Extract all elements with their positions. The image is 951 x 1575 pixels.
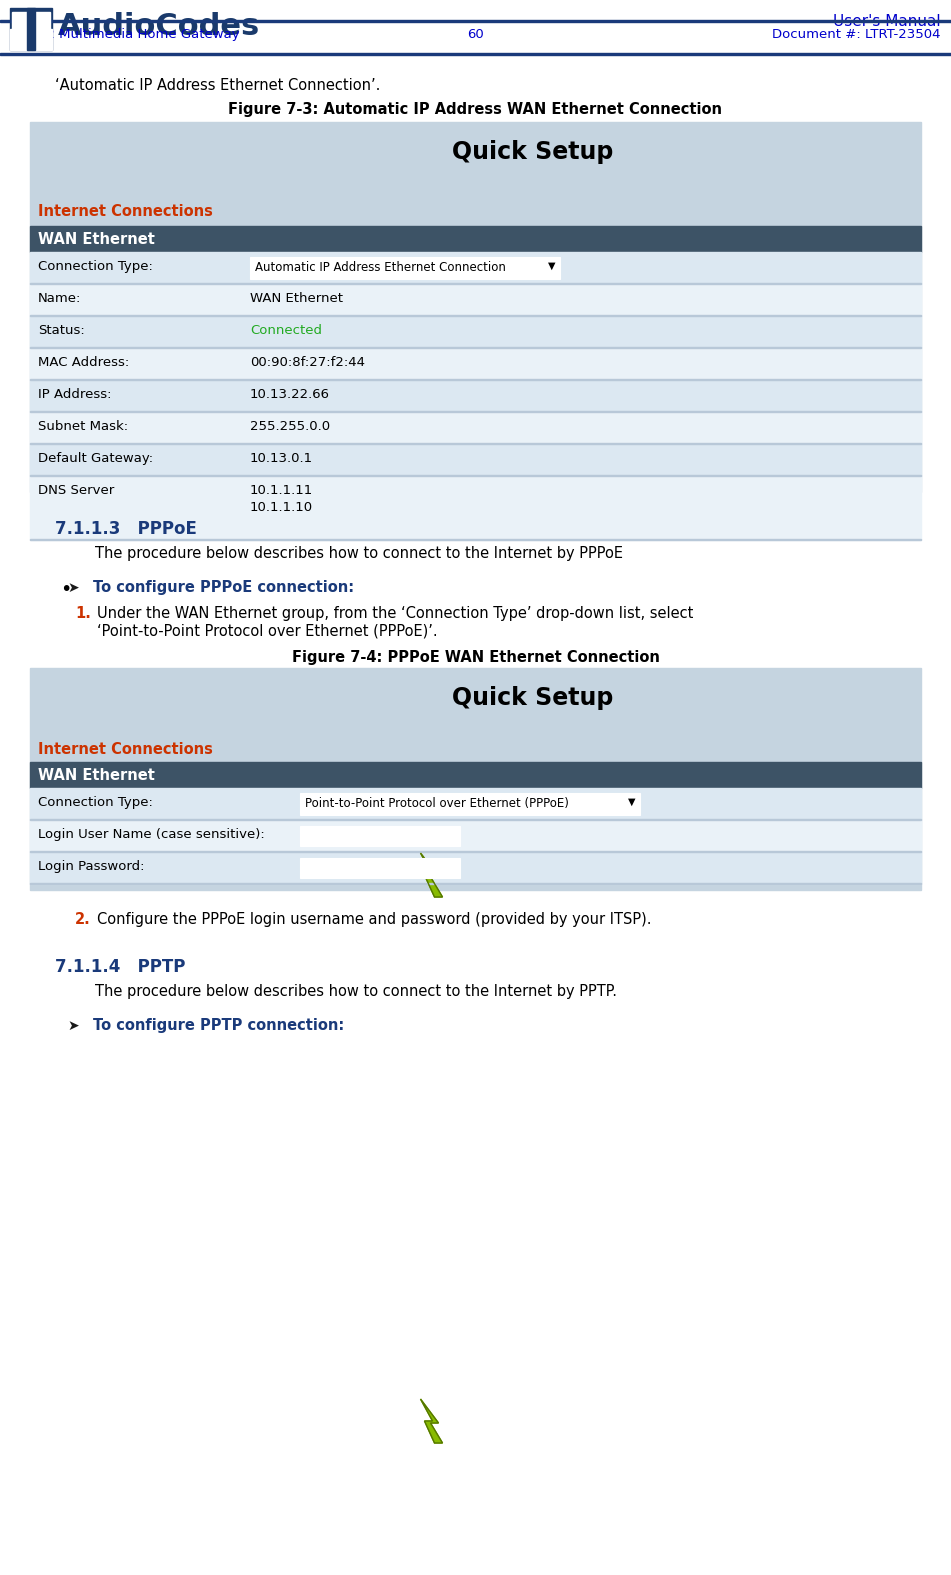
- Text: Figure 7-4: PPPoE WAN Ethernet Connection: Figure 7-4: PPPoE WAN Ethernet Connectio…: [292, 650, 659, 665]
- Text: Login User Name (case sensitive):: Login User Name (case sensitive):: [38, 828, 264, 841]
- Bar: [30, 821, 921, 852]
- Text: AudioCodes: AudioCodes: [58, 13, 261, 41]
- Polygon shape: [420, 1399, 442, 1443]
- Text: 1.: 1.: [75, 606, 91, 621]
- Bar: [10, 8, 52, 50]
- Text: MAC Address:: MAC Address:: [38, 356, 129, 369]
- Text: WAN Ethernet: WAN Ethernet: [38, 232, 155, 247]
- Text: The procedure below describes how to connect to the Internet by PPTP.: The procedure below describes how to con…: [95, 984, 617, 999]
- Text: Quick Setup: Quick Setup: [453, 140, 614, 164]
- Text: 60: 60: [467, 28, 484, 41]
- Bar: [250, 257, 560, 279]
- Text: WAN Ethernet: WAN Ethernet: [38, 769, 155, 783]
- Text: Point-to-Point Protocol over Ethernet (PPPoE): Point-to-Point Protocol over Ethernet (P…: [305, 797, 569, 810]
- Text: •: •: [60, 580, 71, 598]
- Bar: [33, 28, 52, 50]
- Text: IP Address:: IP Address:: [38, 387, 111, 402]
- Text: ▼: ▼: [628, 797, 635, 806]
- Text: To configure PPTP connection:: To configure PPTP connection:: [93, 1017, 344, 1033]
- Text: 7.1.1.4   PPTP: 7.1.1.4 PPTP: [55, 958, 185, 976]
- Bar: [12, 13, 50, 32]
- Text: Connection Type:: Connection Type:: [38, 260, 153, 272]
- Text: ➤: ➤: [67, 581, 79, 595]
- Bar: [300, 825, 460, 846]
- Text: To configure PPPoE connection:: To configure PPPoE connection:: [93, 580, 354, 595]
- Bar: [30, 788, 921, 821]
- Bar: [30, 762, 921, 788]
- Bar: [30, 380, 921, 413]
- Bar: [27, 8, 35, 50]
- Text: 255.255.0.0: 255.255.0.0: [250, 421, 330, 433]
- Text: The procedure below describes how to connect to the Internet by PPPoE: The procedure below describes how to con…: [95, 547, 623, 561]
- Bar: [0, 54, 951, 55]
- Polygon shape: [420, 854, 442, 898]
- Text: ▼: ▼: [548, 261, 555, 271]
- Text: ‘Point-to-Point Protocol over Ethernet (PPPoE)’.: ‘Point-to-Point Protocol over Ethernet (…: [97, 624, 437, 639]
- Bar: [30, 317, 921, 348]
- Text: Status:: Status:: [38, 324, 85, 337]
- Bar: [30, 852, 921, 884]
- Text: MP252 Multimedia Home Gateway: MP252 Multimedia Home Gateway: [10, 28, 240, 41]
- Text: ‘Automatic IP Address Ethernet Connection’.: ‘Automatic IP Address Ethernet Connectio…: [55, 79, 380, 93]
- Text: Default Gateway:: Default Gateway:: [38, 452, 153, 465]
- Text: Configure the PPPoE login username and password (provided by your ITSP).: Configure the PPPoE login username and p…: [97, 912, 651, 928]
- Text: Figure 7-3: Automatic IP Address WAN Ethernet Connection: Figure 7-3: Automatic IP Address WAN Eth…: [228, 102, 723, 117]
- Text: Connection Type:: Connection Type:: [38, 795, 153, 810]
- Text: Automatic IP Address Ethernet Connection: Automatic IP Address Ethernet Connection: [255, 261, 506, 274]
- Text: DNS Server: DNS Server: [38, 484, 114, 498]
- Text: Internet Connections: Internet Connections: [38, 742, 213, 758]
- Text: 00:90:8f:27:f2:44: 00:90:8f:27:f2:44: [250, 356, 365, 369]
- Text: WAN Ethernet: WAN Ethernet: [250, 291, 343, 306]
- Bar: [0, 20, 951, 22]
- Text: Name:: Name:: [38, 291, 82, 306]
- Text: Login Password:: Login Password:: [38, 860, 145, 873]
- Text: Connected: Connected: [250, 324, 322, 337]
- Bar: [30, 476, 921, 540]
- Text: Under the WAN Ethernet group, from the ‘Connection Type’ drop-down list, select: Under the WAN Ethernet group, from the ‘…: [97, 606, 693, 621]
- Bar: [30, 225, 921, 252]
- Bar: [30, 668, 921, 890]
- Bar: [30, 121, 921, 491]
- Bar: [30, 284, 921, 317]
- Text: Internet Connections: Internet Connections: [38, 205, 213, 219]
- Text: 10.1.1.10: 10.1.1.10: [250, 501, 313, 513]
- Text: Subnet Mask:: Subnet Mask:: [38, 421, 128, 433]
- Bar: [10, 28, 31, 50]
- Bar: [300, 858, 460, 877]
- Text: 2.: 2.: [75, 912, 90, 928]
- Bar: [30, 444, 921, 476]
- Bar: [30, 413, 921, 444]
- Text: 10.13.0.1: 10.13.0.1: [250, 452, 313, 465]
- Bar: [300, 792, 640, 814]
- Text: 10.13.22.66: 10.13.22.66: [250, 387, 330, 402]
- Text: ➤: ➤: [67, 1019, 79, 1033]
- Text: 7.1.1.3   PPPoE: 7.1.1.3 PPPoE: [55, 520, 197, 539]
- Text: 10.1.1.11: 10.1.1.11: [250, 484, 313, 498]
- Bar: [30, 252, 921, 284]
- Bar: [30, 348, 921, 380]
- Text: Document #: LTRT-23504: Document #: LTRT-23504: [772, 28, 941, 41]
- Text: User's Manual: User's Manual: [833, 14, 941, 28]
- Text: Quick Setup: Quick Setup: [453, 687, 614, 710]
